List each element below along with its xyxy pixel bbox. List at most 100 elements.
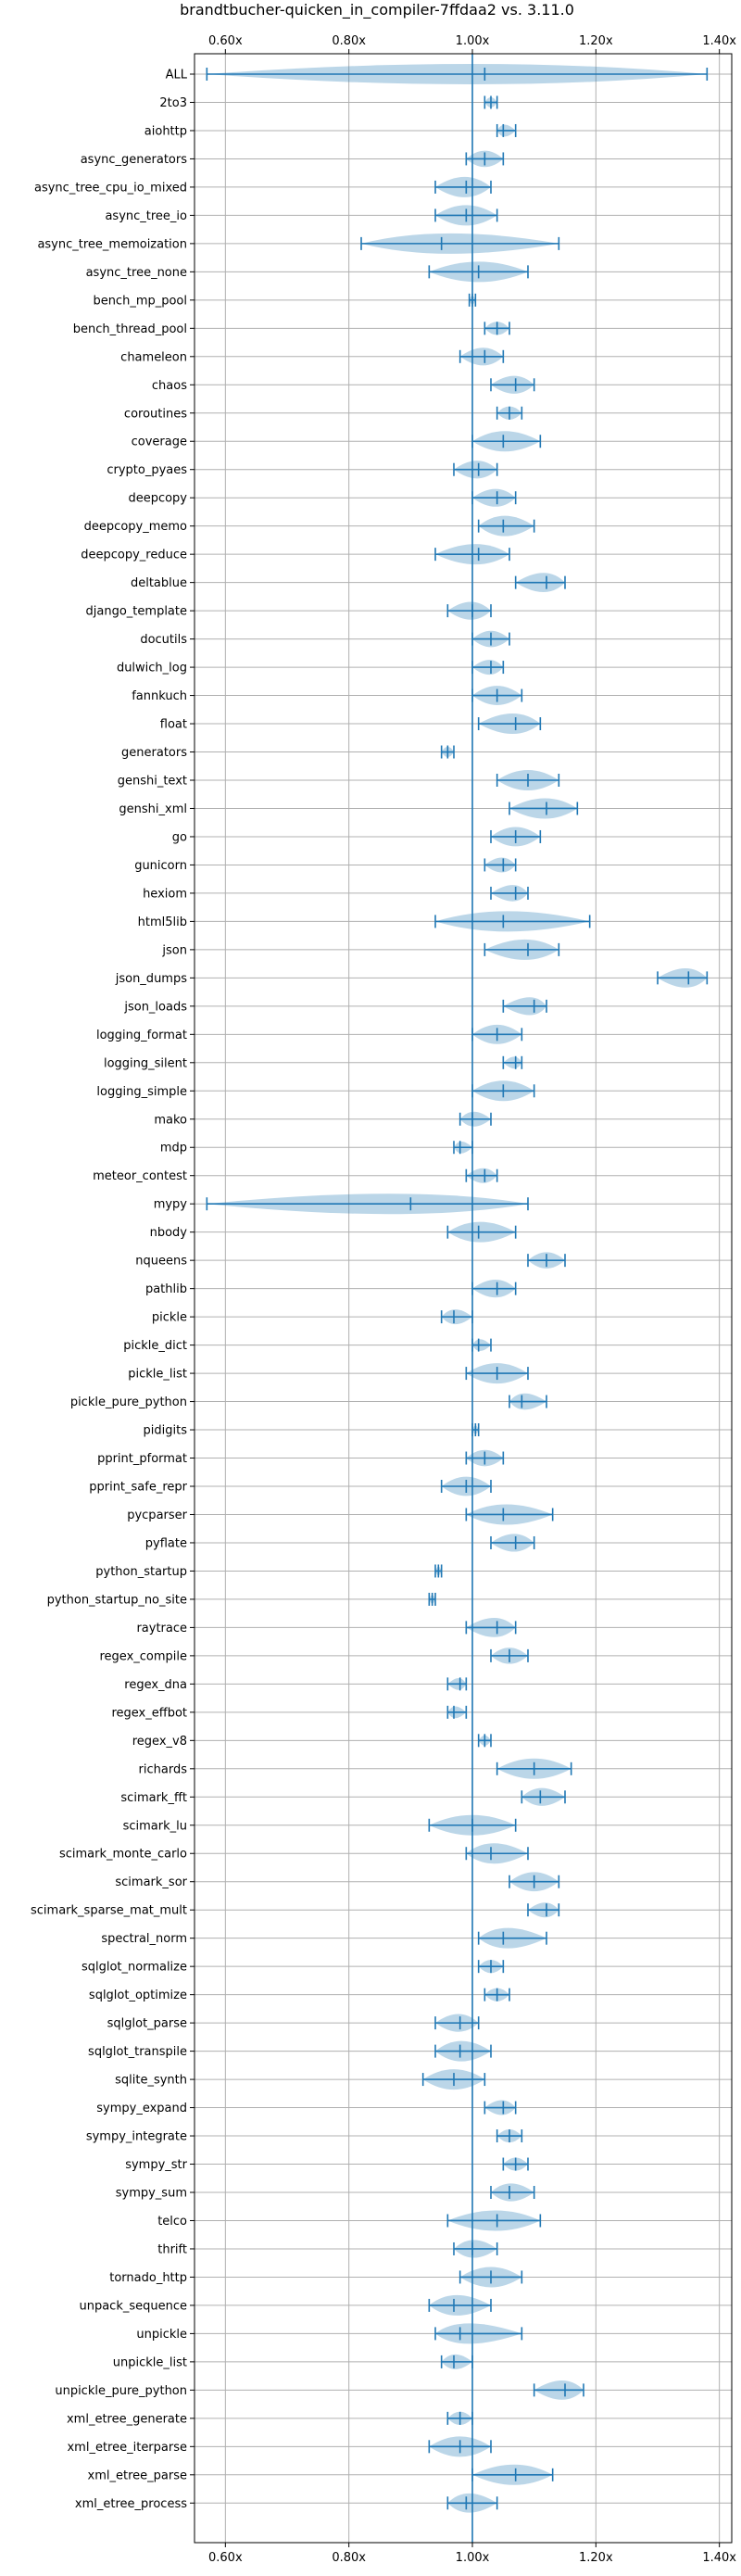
y-tick-label: deltablue — [131, 576, 187, 590]
y-tick-label: pickle_dict — [123, 1339, 187, 1353]
y-tick-label: sympy_str — [125, 2158, 187, 2172]
x-tick-label-bottom: 0.80x — [332, 2551, 366, 2565]
y-tick-label: crypto_pyaes — [107, 463, 187, 477]
y-tick-label: unpack_sequence — [79, 2299, 187, 2313]
y-tick-label: logging_format — [96, 1029, 187, 1042]
y-tick-label: pickle_pure_python — [70, 1395, 187, 1409]
plot-frame — [194, 53, 733, 2544]
y-tick-label: tornado_http — [109, 2271, 187, 2285]
y-tick-label: python_startup_no_site — [47, 1593, 187, 1607]
y-tick-label: bench_thread_pool — [73, 322, 187, 336]
y-tick-label: pathlib — [145, 1282, 187, 1296]
y-tick-label: xml_etree_process — [75, 2497, 187, 2511]
y-tick-label: go — [172, 830, 187, 844]
x-tick-label: 1.40x — [702, 34, 736, 48]
y-tick-label: sqlglot_optimize — [89, 1989, 187, 2002]
y-tick-label: logging_silent — [104, 1056, 187, 1070]
y-tick-label: regex_compile — [99, 1649, 187, 1663]
y-tick-label: mako — [154, 1113, 187, 1127]
y-tick-label: pprint_pformat — [97, 1452, 187, 1466]
y-tick-label: json_dumps — [115, 972, 187, 986]
y-tick-label: deepcopy_memo — [84, 520, 187, 534]
y-tick-label: meteor_contest — [93, 1169, 187, 1183]
chart-title: brandtbucher-quicken_in_compiler-7ffdaa2… — [180, 1, 574, 19]
y-tick-label: regex_dna — [124, 1678, 187, 1692]
y-tick-label: django_template — [86, 605, 187, 619]
grid-layer — [190, 49, 732, 2547]
y-tick-label: richards — [139, 1762, 188, 1776]
y-tick-label: genshi_text — [118, 775, 187, 789]
y-tick-label: sqlglot_transpile — [88, 2045, 187, 2059]
y-tick-label: async_tree_io — [105, 209, 187, 223]
y-tick-label: sympy_sum — [116, 2187, 187, 2201]
y-tick-label: unpickle_list — [113, 2355, 187, 2369]
y-tick-label: scimark_sor — [115, 1875, 187, 1889]
y-tick-label: json_loads — [123, 1000, 187, 1014]
y-tick-label: mdp — [160, 1142, 187, 1155]
y-tick-label: coroutines — [124, 407, 187, 421]
y-tick-label: sympy_expand — [96, 2102, 187, 2115]
y-tick-label: sqlite_synth — [115, 2074, 187, 2088]
y-tick-label: mypy — [154, 1198, 188, 1212]
violin-layer — [206, 64, 709, 2513]
y-tick-label: hexiom — [143, 887, 187, 901]
x-tick-label-bottom: 1.40x — [702, 2551, 736, 2565]
y-tick-label: xml_etree_generate — [67, 2412, 187, 2426]
y-tick-label: pprint_safe_repr — [89, 1481, 187, 1495]
y-tick-label: sympy_integrate — [86, 2130, 187, 2144]
y-tick-label: sqlglot_normalize — [82, 1961, 187, 1975]
x-tick-label: 0.80x — [332, 34, 366, 48]
y-tick-label: raytrace — [136, 1622, 187, 1635]
y-tick-label: dulwich_log — [117, 662, 187, 676]
y-tick-label: scimark_monte_carlo — [59, 1848, 187, 1862]
x-tick-label: 1.20x — [579, 34, 613, 48]
y-tick-label: scimark_fft — [120, 1791, 187, 1805]
x-tick-label: 1.00x — [456, 34, 490, 48]
y-tick-label: xml_etree_iterparse — [67, 2441, 187, 2455]
y-tick-label: regex_v8 — [132, 1735, 187, 1749]
y-tick-label: scimark_lu — [123, 1819, 187, 1833]
y-tick-label: json — [161, 943, 187, 957]
y-tick-label: gunicorn — [134, 859, 187, 873]
y-tick-label: unpickle — [136, 2328, 187, 2342]
y-tick-label: html5lib — [138, 915, 187, 929]
y-tick-label: 2to3 — [159, 96, 187, 110]
y-tick-label: deepcopy_reduce — [81, 549, 187, 562]
y-tick-label: pycparser — [127, 1509, 187, 1522]
y-tick-label: nbody — [150, 1226, 188, 1240]
y-tick-label: pyflate — [145, 1536, 187, 1550]
y-tick-label: scimark_sparse_mat_mult — [31, 1904, 187, 1918]
label-layer: 0.60x 0.80x 1.00x 1.20x 1.40x ALL 2to3 aiohttp a… — [31, 34, 736, 2565]
y-tick-label: sqlglot_parse — [107, 2017, 187, 2031]
y-tick-label: float — [160, 718, 187, 732]
y-tick-label: fannkuch — [132, 689, 187, 703]
y-tick-label: python_startup — [95, 1565, 187, 1579]
y-tick-label: nqueens — [135, 1255, 187, 1269]
y-tick-label: spectral_norm — [101, 1932, 187, 1946]
y-tick-label: pickle — [152, 1311, 187, 1325]
y-tick-label: pidigits — [144, 1424, 188, 1438]
y-tick-label: docutils — [140, 633, 187, 647]
y-tick-label: pickle_list — [128, 1368, 187, 1382]
y-tick-label: chaos — [152, 379, 187, 393]
y-tick-label: xml_etree_parse — [88, 2469, 187, 2482]
y-tick-label: bench_mp_pool — [93, 294, 187, 308]
y-tick-label: async_tree_cpu_io_mixed — [34, 181, 187, 195]
y-tick-label: async_tree_memoization — [37, 237, 187, 251]
x-tick-label-bottom: 1.00x — [456, 2551, 490, 2565]
y-tick-label: thrift — [157, 2242, 187, 2256]
x-tick-label-bottom: 0.60x — [208, 2551, 243, 2565]
y-tick-label: async_tree_none — [86, 266, 187, 280]
y-tick-label: genshi_xml — [119, 802, 187, 816]
y-tick-label: chameleon — [120, 350, 187, 364]
x-tick-label: 0.60x — [208, 34, 243, 48]
y-tick-label: regex_effbot — [111, 1706, 187, 1720]
y-tick-label: telco — [157, 2215, 187, 2229]
y-tick-label: unpickle_pure_python — [55, 2384, 187, 2398]
y-tick-label: aiohttp — [144, 124, 187, 138]
y-tick-label: deepcopy — [128, 492, 187, 506]
y-tick-label: generators — [121, 746, 187, 760]
y-tick-label: ALL — [166, 69, 188, 82]
y-tick-label: coverage — [132, 436, 187, 449]
